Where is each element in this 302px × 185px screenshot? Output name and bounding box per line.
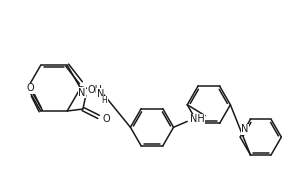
Text: O: O [102, 114, 110, 124]
Text: O: O [26, 83, 34, 93]
Text: NH: NH [190, 115, 205, 125]
Text: N: N [241, 124, 249, 134]
Text: N: N [78, 88, 85, 98]
Text: H: H [101, 96, 107, 105]
Text: OH: OH [88, 85, 103, 95]
Text: N: N [97, 89, 104, 99]
